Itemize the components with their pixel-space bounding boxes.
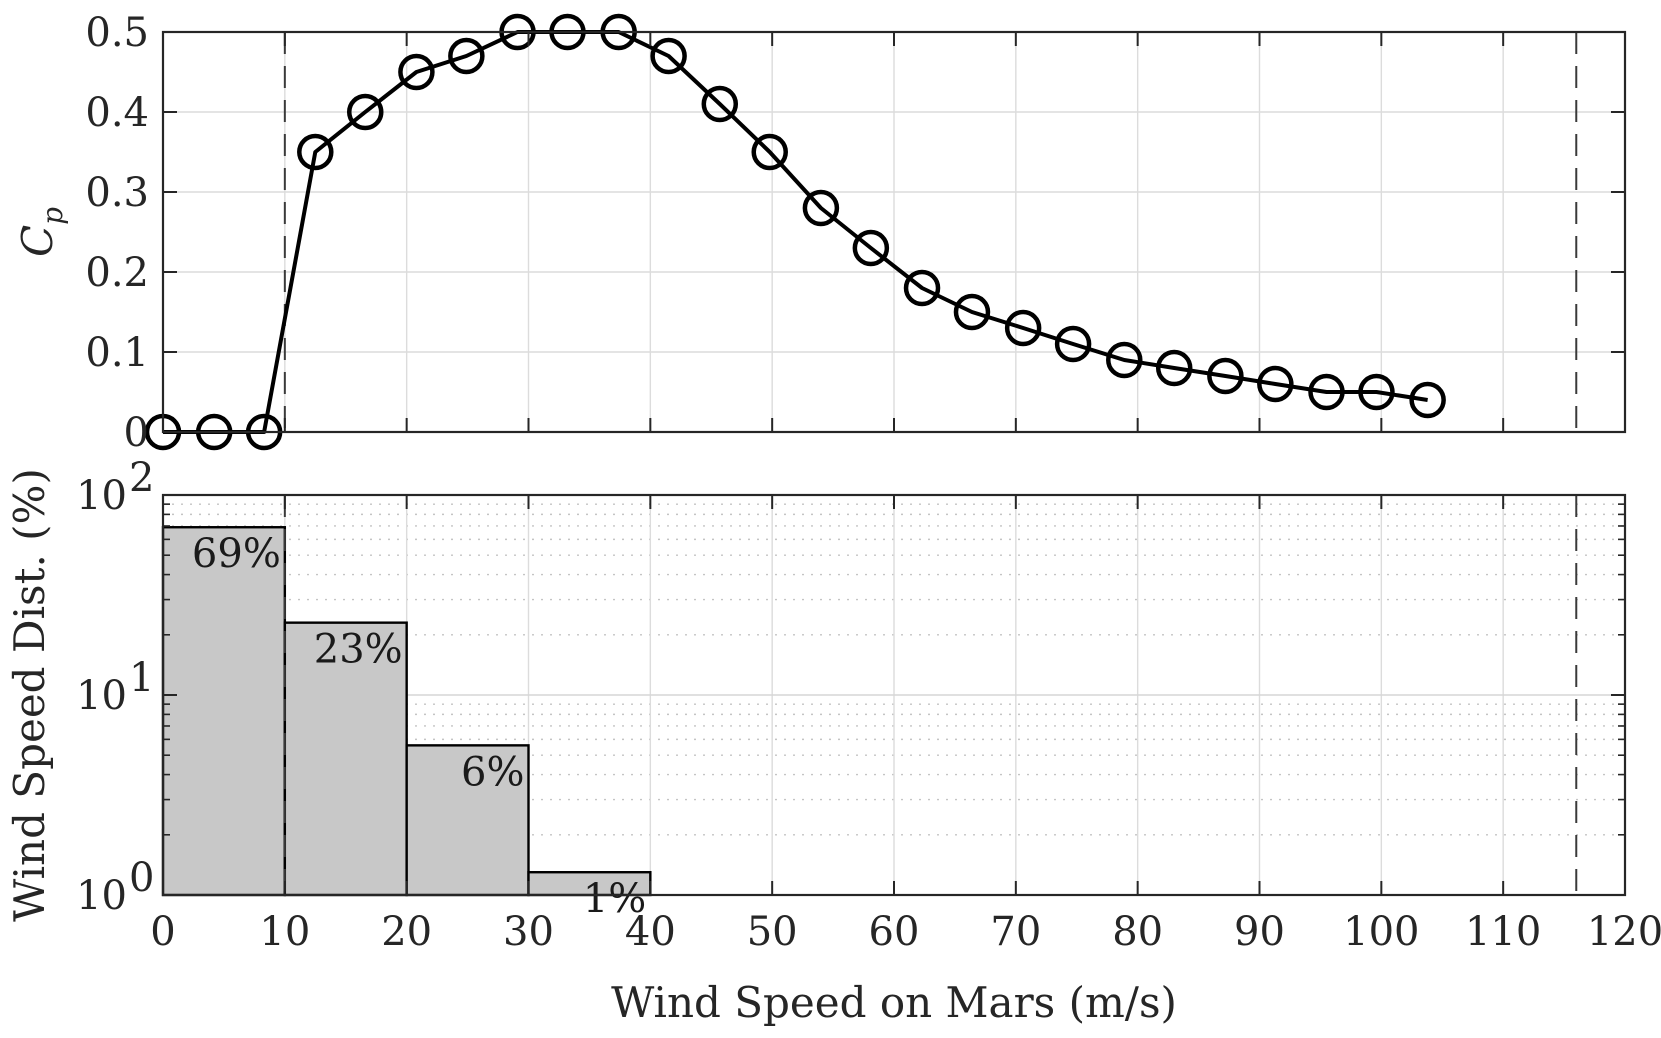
cp-ticks	[162, 31, 1626, 433]
cp-point	[650, 37, 687, 75]
cp-y-tick-label: 0.4	[85, 90, 149, 136]
dist-x-tick-label: 10	[259, 909, 310, 955]
dist-y-axis-label: Wind Speed Dist. (%)	[5, 468, 54, 922]
cp-point	[1308, 373, 1345, 411]
cp-line	[163, 30, 1428, 434]
cp-point	[346, 93, 384, 131]
cp-point	[852, 229, 890, 267]
cp-y-tick-label: 0.1	[85, 330, 149, 376]
dist-bar	[161, 526, 287, 897]
cp-point	[903, 269, 941, 307]
cp-chart: 0 0.1 0.2 0.3 0.4 0.5 Cp	[13, 10, 1627, 456]
cp-point	[1004, 309, 1042, 347]
dist-bar-label: 1%	[583, 876, 646, 922]
cp-point	[701, 85, 739, 123]
cp-point	[297, 133, 334, 171]
cp-y-axis-label-main: C	[13, 225, 62, 257]
dist-x-axis-label: Wind Speed on Mars (m/s)	[611, 978, 1177, 1027]
cp-y-axis-label: Cp	[13, 207, 69, 257]
cp-point	[1358, 373, 1395, 411]
dist-x-tick-label: 90	[1234, 909, 1285, 955]
dist-y-tick-label: 10	[76, 673, 127, 719]
dist-y-tick-label: 10	[76, 473, 127, 519]
cp-point	[1409, 381, 1446, 419]
cp-y-axis-label-subscript: p	[36, 207, 69, 225]
dist-x-tick-label: 70	[990, 909, 1041, 955]
cp-point	[953, 293, 991, 331]
dist-y-tick-exponent: 2	[129, 455, 154, 501]
dist-y-tick-label: 10	[76, 873, 127, 919]
dist-ticks	[162, 494, 1626, 896]
cp-point	[448, 37, 485, 75]
dist-x-tick-label: 120	[1587, 909, 1661, 955]
dist-bar-label: 69%	[192, 531, 281, 577]
cp-y-tick-label: 0	[124, 410, 149, 456]
dist-x-tick-label: 50	[747, 909, 798, 955]
cp-point	[1257, 365, 1294, 403]
dist-bar-label: 23%	[314, 627, 403, 673]
dist-bar-label: 6%	[461, 749, 524, 795]
cp-y-tick-label: 0.2	[85, 250, 149, 296]
dist-x-tick-label: 100	[1343, 909, 1419, 955]
dist-bar	[405, 744, 530, 897]
cp-point	[751, 133, 788, 171]
dist-x-tick-label: 30	[503, 909, 554, 955]
cp-y-tick-label: 0.3	[85, 170, 149, 216]
cp-point	[1106, 341, 1143, 379]
dist-x-tick-label: 0	[150, 909, 175, 955]
cp-point	[1207, 357, 1244, 395]
dist-x-tick-label: 110	[1465, 909, 1541, 955]
dist-x-tick-label: 40	[625, 909, 676, 955]
dist-x-tick-label: 60	[869, 909, 920, 955]
dist-x-tick-label: 80	[1112, 909, 1163, 955]
cp-point	[802, 189, 840, 227]
cp-y-tick-labels: 0 0.1 0.2 0.3 0.4 0.5	[85, 10, 149, 456]
cp-y-tick-label: 0.5	[85, 10, 149, 56]
dist-y-tick-exponent: 0	[129, 855, 154, 901]
dist-y-tick-exponent: 1	[129, 655, 154, 701]
dist-x-tick-label: 20	[381, 909, 432, 955]
cp-point	[398, 53, 435, 91]
dist-bar	[283, 621, 408, 897]
dist-bars	[161, 526, 652, 897]
dist-x-tick-labels: 0 10 20 30 40 50 60 70 80 90 100 110 120	[150, 909, 1661, 955]
dist-bar-labels: 69% 23% 6% 1%	[192, 531, 646, 922]
cp-point	[1155, 349, 1193, 387]
cp-point	[1054, 325, 1092, 363]
